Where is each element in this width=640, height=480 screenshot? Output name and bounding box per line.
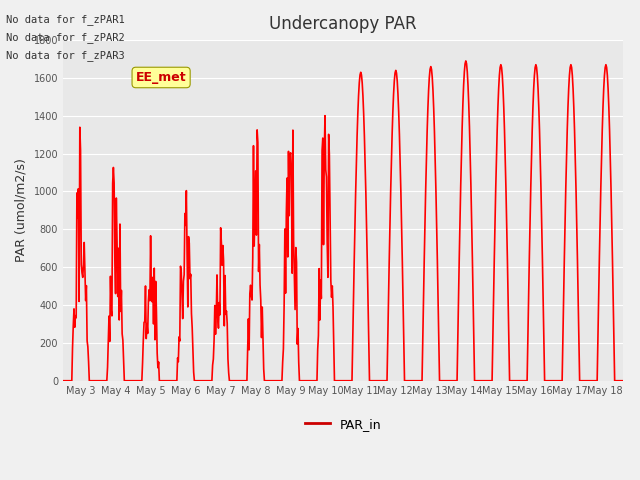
Legend: PAR_in: PAR_in [300,413,386,436]
Text: No data for f_zPAR1: No data for f_zPAR1 [6,14,125,25]
Text: No data for f_zPAR2: No data for f_zPAR2 [6,32,125,43]
Text: EE_met: EE_met [136,71,186,84]
Title: Undercanopy PAR: Undercanopy PAR [269,15,417,33]
Text: No data for f_zPAR3: No data for f_zPAR3 [6,50,125,61]
Y-axis label: PAR (umol/m2/s): PAR (umol/m2/s) [15,158,28,263]
